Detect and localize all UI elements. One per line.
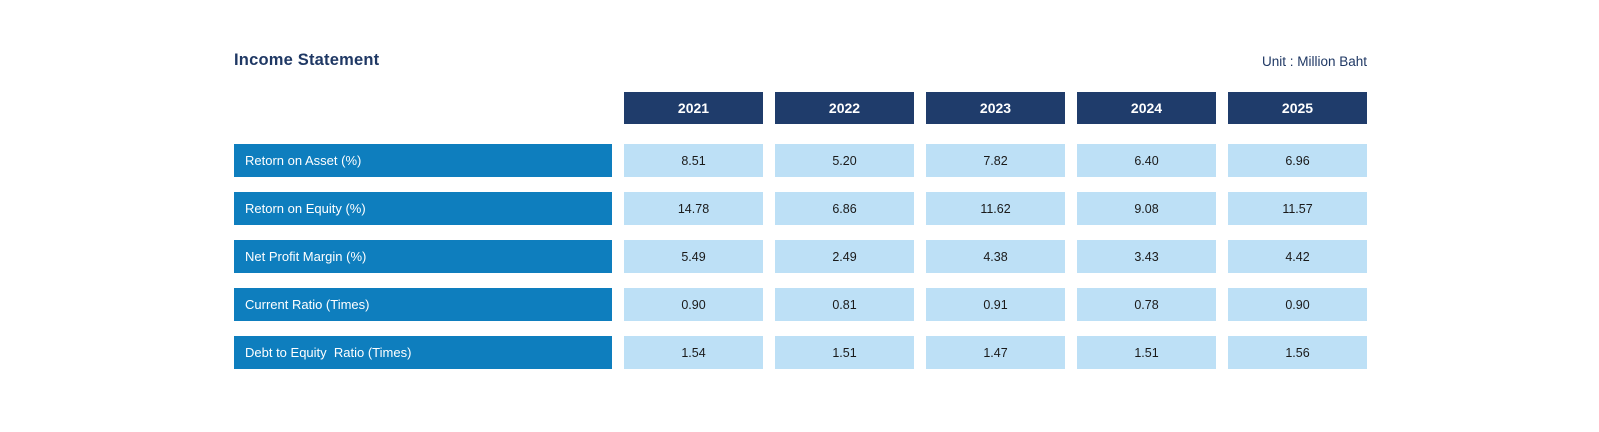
table-cell: 11.62: [926, 192, 1065, 225]
year-header-2024: 2024: [1077, 92, 1216, 124]
table-corner-spacer: [234, 92, 612, 129]
table-cell: 11.57: [1228, 192, 1367, 225]
table-cell: 0.90: [1228, 288, 1367, 321]
row-label-current-ratio: Current Ratio (Times): [234, 288, 612, 321]
table-cell: 0.90: [624, 288, 763, 321]
row-label-return-on-asset: Retorn on Asset (%): [234, 144, 612, 177]
table-cell: 6.86: [775, 192, 914, 225]
table-cell: 4.38: [926, 240, 1065, 273]
table-cell: 1.47: [926, 336, 1065, 369]
row-label-net-profit-margin: Net Profit Margin (%): [234, 240, 612, 273]
page-title: Income Statement: [234, 51, 380, 69]
row-label-return-on-equity: Retorn on Equity (%): [234, 192, 612, 225]
year-header-2022: 2022: [775, 92, 914, 124]
table-cell: 1.54: [624, 336, 763, 369]
table-cell: 3.43: [1077, 240, 1216, 273]
year-header-2025: 2025: [1228, 92, 1367, 124]
year-header-2023: 2023: [926, 92, 1065, 124]
table-cell: 5.49: [624, 240, 763, 273]
table-cell: 0.91: [926, 288, 1065, 321]
table-cell: 6.96: [1228, 144, 1367, 177]
row-label-debt-to-equity-ratio: Debt to Equity Ratio (Times): [234, 336, 612, 369]
table-cell: 7.82: [926, 144, 1065, 177]
table-cell: 1.51: [775, 336, 914, 369]
table-cell: 1.56: [1228, 336, 1367, 369]
table-cell: 9.08: [1077, 192, 1216, 225]
table-cell: 4.42: [1228, 240, 1367, 273]
table-cell: 6.40: [1077, 144, 1216, 177]
table-cell: 0.78: [1077, 288, 1216, 321]
ratio-table: 2021 2022 2023 2024 2025 Retorn on Asset…: [234, 92, 1367, 369]
table-cell: 0.81: [775, 288, 914, 321]
table-cell: 8.51: [624, 144, 763, 177]
table-cell: 1.51: [1077, 336, 1216, 369]
year-header-2021: 2021: [624, 92, 763, 124]
table-cell: 2.49: [775, 240, 914, 273]
table-cell: 14.78: [624, 192, 763, 225]
unit-label: Unit : Million Baht: [1261, 54, 1367, 69]
table-cell: 5.20: [775, 144, 914, 177]
